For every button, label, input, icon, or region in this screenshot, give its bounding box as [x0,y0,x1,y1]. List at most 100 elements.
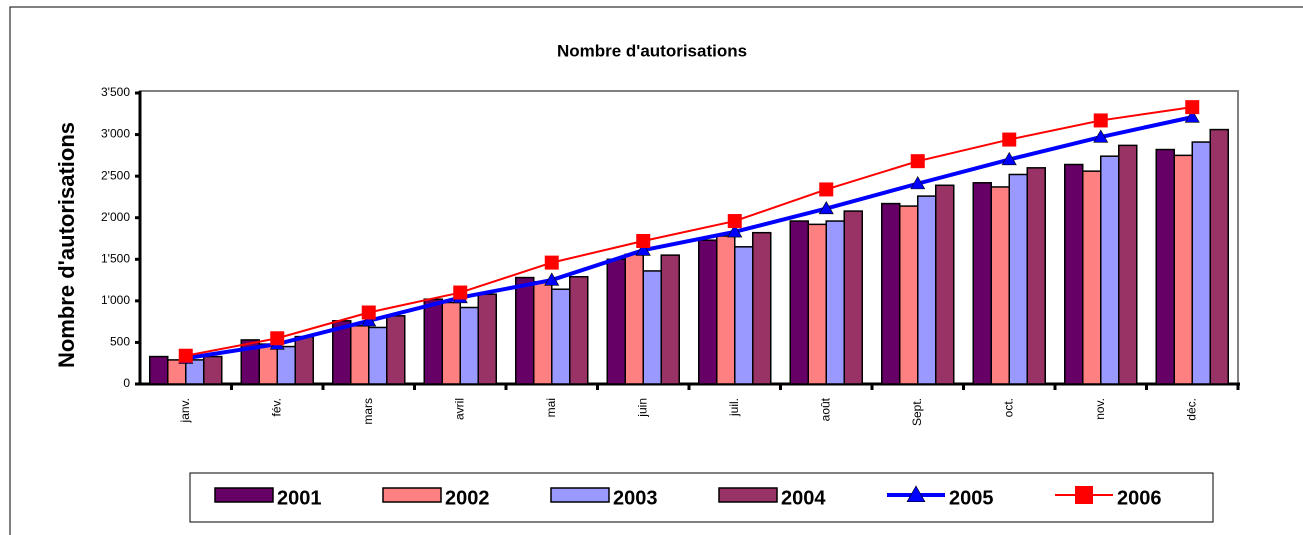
bar [477,293,497,385]
point [1093,113,1108,128]
x-tick-label: oct. [1001,398,1015,417]
point [636,233,651,248]
legend-label: 2005 [949,487,994,509]
chart-title: Nombre d'autorisations [557,41,747,60]
point [910,176,926,190]
point [270,331,285,346]
point [453,285,468,300]
bar [624,253,644,385]
legend-marker [1075,486,1093,504]
bar [825,220,845,385]
bar [716,235,736,385]
legend-swatch [550,487,610,503]
y-tick-label: 1'000 [101,293,130,307]
bar [843,210,863,385]
bar [698,239,718,385]
x-tick-label: mars [361,398,375,425]
bar [350,325,370,385]
bar [1118,144,1138,385]
bar [752,231,772,385]
y-tick-label: 2'000 [101,210,130,224]
bar [972,182,992,385]
legend-label: 2003 [613,487,658,509]
bar [734,246,754,385]
bar [423,298,443,385]
y-tick-label: 1'500 [101,251,130,265]
point [1185,100,1200,115]
y-tick-label: 0 [123,376,130,390]
bar [1026,167,1046,385]
bar [386,315,406,385]
point [544,255,559,270]
legend-marker [906,485,926,503]
bar [881,202,901,385]
line [185,115,1193,361]
legend-box [189,472,1214,523]
legend-label: 2006 [1117,487,1162,509]
bar [368,326,388,385]
bar [789,220,809,385]
plot-area [139,90,1239,385]
bar [294,335,314,385]
bar [990,186,1010,385]
bar [1209,128,1229,385]
bar [533,280,553,385]
bar [258,343,278,385]
point [178,348,193,363]
y-tick-label: 3'000 [101,127,130,141]
bar [642,270,662,385]
bar [569,275,589,385]
bar [899,205,919,385]
legend-label: 2001 [277,487,322,509]
bar [459,306,479,385]
point [1002,132,1017,147]
bar [1100,155,1120,385]
point [819,182,834,197]
bar [917,195,937,385]
bar [276,345,296,385]
x-tick-label: nov. [1093,398,1107,420]
bar [606,258,626,385]
point [361,313,377,327]
bar [1173,154,1193,385]
y-tick-label: 3'500 [101,85,130,99]
y-tick-label: 2'500 [101,168,130,182]
point [727,214,742,229]
x-tick-label: août [818,397,832,421]
point [544,272,560,286]
legend-label: 2002 [445,487,490,509]
bar [441,301,461,385]
x-tick-label: janv. [178,398,192,423]
bar [551,288,571,385]
y-axis-label: Nombre d'autorisations [54,122,79,368]
point [1184,109,1200,123]
legend-swatch [214,487,274,503]
y-tick-label: 500 [110,335,130,349]
x-tick-label: fév. [269,398,283,416]
legend-label: 2004 [781,487,826,509]
line [185,106,1193,357]
point [1001,151,1017,166]
x-tick-label: avril [452,398,466,420]
x-tick-label: Sept. [910,398,924,426]
x-tick-label: juin [635,398,649,418]
legend-swatch [382,487,442,503]
point [727,224,743,238]
bar [1008,173,1028,385]
x-tick-label: juil. [727,398,741,417]
x-tick-label: mai [544,398,558,417]
point [1093,129,1109,143]
bar [1155,148,1175,385]
bar [203,355,223,385]
point [818,200,834,215]
point [361,305,376,320]
point [910,154,925,169]
legend-swatch [718,487,778,503]
bar [1082,170,1102,385]
bar [1064,163,1084,385]
bar [515,276,535,385]
bar [807,223,827,385]
bar [1191,141,1211,385]
point [635,242,651,256]
